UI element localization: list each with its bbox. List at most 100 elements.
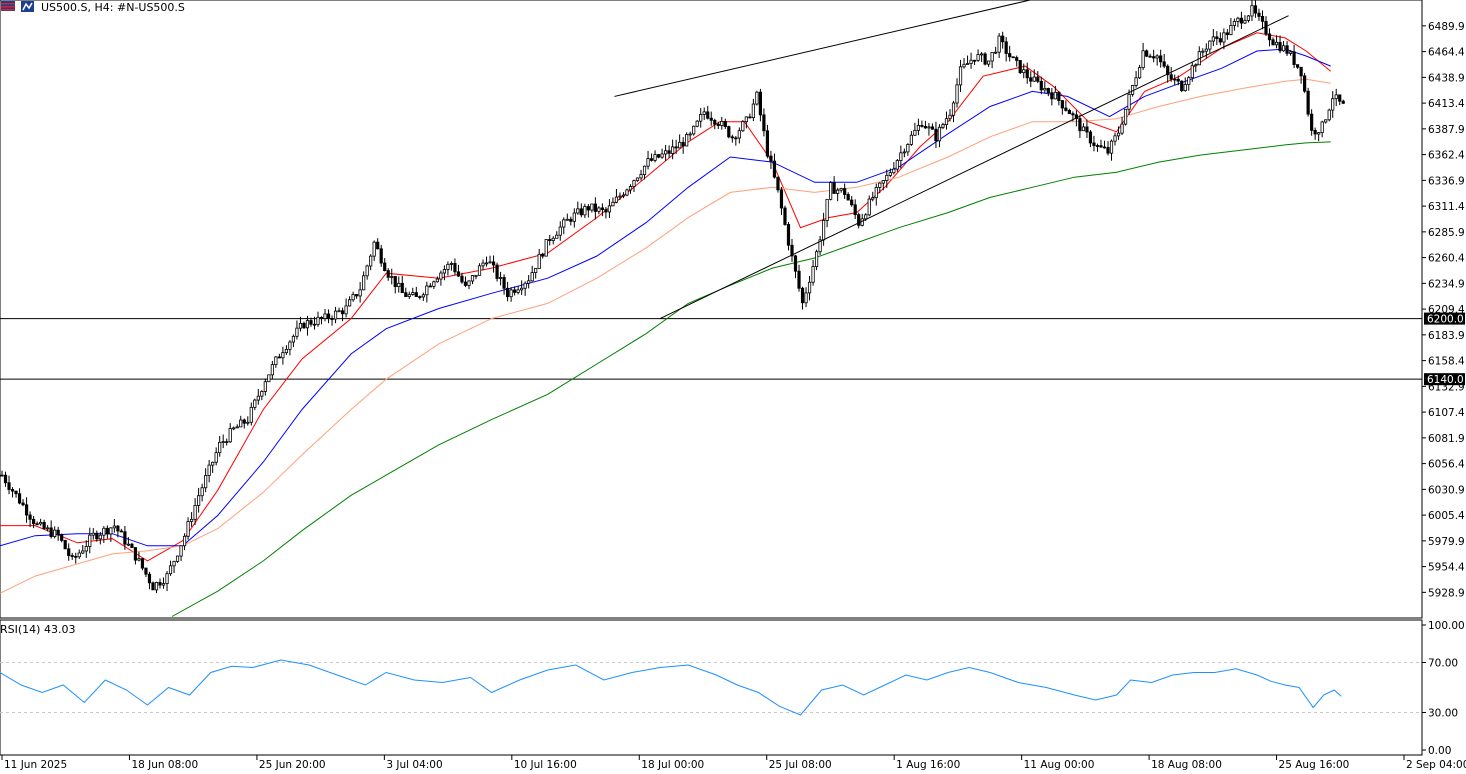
candle-body xyxy=(495,264,499,279)
candle-body xyxy=(1169,74,1173,80)
candle-body xyxy=(885,175,889,181)
candle-body xyxy=(920,125,924,127)
candle-body xyxy=(84,546,88,552)
candle-body xyxy=(829,182,833,200)
candle-body xyxy=(779,189,784,209)
candle-body xyxy=(1145,50,1149,57)
candle-body xyxy=(17,493,22,504)
candle-body xyxy=(913,129,917,136)
candle-body xyxy=(1253,5,1258,14)
candle-body xyxy=(449,263,454,265)
candle-body xyxy=(488,261,492,264)
candle-body xyxy=(1338,94,1342,102)
candle-body xyxy=(607,205,612,213)
candle-body xyxy=(881,180,885,184)
candle-body xyxy=(555,234,559,239)
rsi-axis: 100.00 70.00 30.00 0.00 xyxy=(0,620,1465,757)
time-tick-label: 25 Jun 20:00 xyxy=(259,759,326,770)
candle-body xyxy=(1162,61,1166,67)
candle-body xyxy=(758,91,763,116)
candle-body xyxy=(1166,65,1170,76)
candle-body xyxy=(906,144,910,153)
price-tick-label: 6081.9 xyxy=(1428,433,1465,445)
candle-body xyxy=(1299,66,1303,77)
candle-body xyxy=(439,272,443,280)
candle-body xyxy=(843,188,847,195)
candle-body xyxy=(804,292,808,304)
candle-body xyxy=(481,262,485,267)
candle-body xyxy=(1078,118,1082,132)
candle-body xyxy=(474,274,478,277)
candle-body xyxy=(95,532,99,540)
candle-body xyxy=(1194,64,1198,67)
price-tick-label: 5954.4 xyxy=(1428,562,1465,574)
candle-body xyxy=(60,534,64,541)
candle-body xyxy=(53,529,57,537)
candle-body xyxy=(232,427,236,430)
candle-body xyxy=(362,275,366,291)
candle-body xyxy=(958,66,963,86)
candle-body xyxy=(871,197,875,200)
candle-body xyxy=(1250,5,1254,17)
candle-body xyxy=(42,521,46,529)
candle-body xyxy=(204,475,208,489)
price-tick-label: 6056.4 xyxy=(1428,459,1465,471)
candle-body xyxy=(355,294,359,297)
candle-body xyxy=(1155,55,1159,59)
candle-body xyxy=(660,153,664,158)
candle-body xyxy=(463,281,468,286)
candle-body xyxy=(1201,50,1205,53)
candle-body xyxy=(137,558,141,561)
candle-body xyxy=(154,582,159,591)
level-price-box xyxy=(1424,312,1465,325)
candle-body xyxy=(1313,129,1317,135)
candle-body xyxy=(565,218,569,221)
candle-body xyxy=(548,239,552,241)
candle-body xyxy=(850,199,854,206)
candle-body xyxy=(878,182,882,188)
candle-body xyxy=(1215,36,1219,39)
candle-body xyxy=(1208,40,1212,50)
candle-body xyxy=(1285,45,1289,54)
time-tick-label: 11 Aug 00:00 xyxy=(1024,759,1095,770)
candle-body xyxy=(10,489,15,492)
price-tick-label: 6362.4 xyxy=(1428,150,1465,162)
candle-body xyxy=(74,555,78,558)
candle-body xyxy=(1032,76,1036,82)
candle-body xyxy=(965,63,970,65)
candle-body xyxy=(983,53,987,65)
candle-body xyxy=(309,320,313,325)
candle-body xyxy=(1046,87,1050,94)
candle-body xyxy=(288,341,292,350)
candle-body xyxy=(572,212,576,222)
candle-body xyxy=(902,151,906,154)
time-tick-label: 11 Jun 2025 xyxy=(4,759,67,770)
candle-body xyxy=(88,534,92,547)
candle-body xyxy=(1281,45,1286,52)
candle-body xyxy=(270,364,274,376)
candle-body xyxy=(386,270,390,278)
candle-body xyxy=(1218,38,1222,43)
candle-body xyxy=(994,51,998,54)
candle-body xyxy=(716,123,720,126)
candle-body xyxy=(246,421,250,424)
candle-body xyxy=(516,289,520,293)
candle-body xyxy=(1331,98,1335,111)
candle-body xyxy=(1278,41,1282,52)
candle-body xyxy=(664,150,668,155)
candle-body xyxy=(182,535,187,547)
candle-body xyxy=(923,126,928,129)
candle-body xyxy=(1159,55,1163,63)
moving-average-line-1 xyxy=(0,32,1332,562)
price-tick-label: 6336.9 xyxy=(1428,175,1465,187)
candle-body xyxy=(70,555,74,557)
price-tick-label: 6489.9 xyxy=(1428,21,1465,33)
candle-body xyxy=(1141,50,1145,69)
candle-body xyxy=(498,277,503,279)
candle-body xyxy=(586,206,590,211)
candle-body xyxy=(527,280,531,284)
candle-body xyxy=(695,120,699,127)
candle-body xyxy=(144,567,148,575)
candle-body xyxy=(1222,32,1226,43)
